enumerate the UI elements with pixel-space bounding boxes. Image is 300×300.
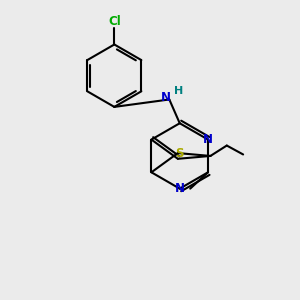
Text: S: S bbox=[175, 147, 184, 160]
Text: N: N bbox=[175, 182, 185, 195]
Text: Cl: Cl bbox=[108, 15, 121, 28]
Text: N: N bbox=[203, 133, 213, 146]
Text: H: H bbox=[174, 86, 184, 96]
Text: N: N bbox=[161, 92, 171, 104]
